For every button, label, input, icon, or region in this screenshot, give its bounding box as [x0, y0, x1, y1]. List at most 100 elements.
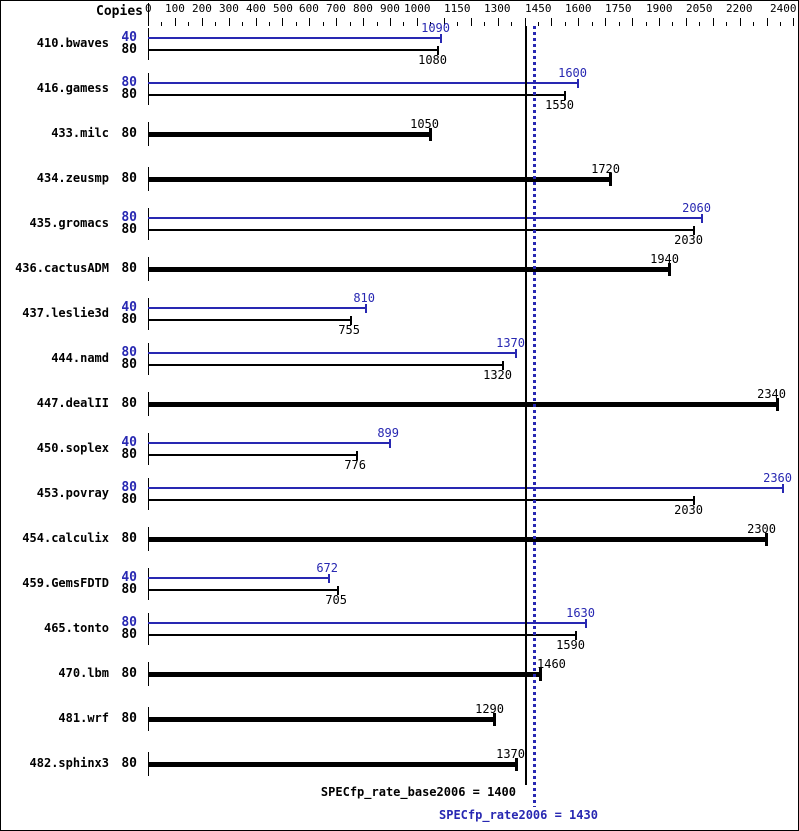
- axis-tick-label: 1000: [404, 2, 431, 15]
- bar-value-label: 1720: [591, 162, 620, 176]
- result-bar: [148, 82, 578, 84]
- benchmark-label: 453.povray: [36, 486, 109, 500]
- bar-end-cap: [429, 127, 432, 141]
- bar-end-cap: [609, 172, 612, 186]
- copies-value: 80: [121, 87, 137, 102]
- benchmark-label: 416.gamess: [36, 81, 109, 95]
- result-bar: [148, 319, 351, 321]
- axis-tick: [793, 18, 794, 26]
- axis-tick-label: 1750: [605, 2, 632, 15]
- bar-value-label: 1550: [545, 98, 574, 112]
- bar-end-cap: [765, 532, 768, 546]
- benchmark-label: 410.bwaves: [36, 36, 109, 50]
- bar-value-label: 1370: [496, 747, 525, 761]
- axis-tick: [767, 18, 768, 26]
- result-bar: [148, 401, 777, 407]
- benchmark-label: 454.calculix: [22, 531, 109, 545]
- bar-value-label: 1290: [475, 702, 504, 716]
- axis-tick-label: 200: [192, 2, 212, 15]
- bar-end-cap: [389, 438, 391, 448]
- benchmark-label: 447.dealII: [36, 396, 109, 410]
- axis-tick: [282, 18, 283, 26]
- bar-start-tick: [148, 613, 149, 645]
- copies-value: 40: [121, 435, 137, 450]
- bar-end-cap: [693, 225, 695, 235]
- bar-end-cap: [577, 78, 579, 88]
- benchmark-label: 437.leslie3d: [22, 306, 109, 320]
- copies-value: 80: [121, 666, 137, 681]
- axis-tick-label: 800: [353, 2, 373, 15]
- benchmark-label: 465.tonto: [43, 621, 109, 635]
- benchmark-label: 435.gromacs: [29, 216, 109, 230]
- axis-tick: [323, 22, 324, 26]
- axis-tick: [498, 18, 499, 26]
- bar-value-label: 1320: [483, 368, 512, 382]
- copies-value: 80: [121, 582, 137, 597]
- copies-value: 80: [121, 222, 137, 237]
- axis-tick: [269, 22, 270, 26]
- base-result-label: SPECfp_rate_base2006 = 1400: [320, 785, 516, 799]
- axis-tick: [726, 22, 727, 26]
- axis-tick: [484, 22, 485, 26]
- benchmark-label: 459.GemsFDTD: [22, 576, 109, 590]
- axis-tick: [188, 22, 189, 26]
- copies-value: 80: [121, 42, 137, 57]
- benchmark-label: 482.sphinx3: [29, 756, 109, 770]
- bar-end-cap: [693, 495, 695, 505]
- axis-tick: [377, 22, 378, 26]
- axis-tick: [390, 18, 391, 26]
- bar-end-cap: [440, 33, 442, 43]
- result-bar: [148, 454, 357, 456]
- axis-tick: [202, 18, 203, 26]
- bar-value-label: 1940: [650, 252, 679, 266]
- axis-tick-label: 1900: [646, 2, 673, 15]
- copies-value: 80: [121, 615, 137, 630]
- axis-tick: [229, 18, 230, 26]
- result-bar: [148, 577, 329, 579]
- bar-value-label: 2340: [757, 387, 786, 401]
- result-bar: [148, 352, 516, 354]
- bar-end-cap: [502, 360, 504, 370]
- axis-tick-label: 100: [165, 2, 185, 15]
- axis-tick: [713, 18, 714, 26]
- bar-end-cap: [575, 630, 577, 640]
- axis-tick-label: 2050: [686, 2, 713, 15]
- result-bar: [148, 716, 495, 722]
- bar-value-label: 672: [316, 561, 338, 575]
- axis-tick-label: 1450: [525, 2, 552, 15]
- bar-value-label: 1090: [421, 21, 450, 35]
- bar-end-cap: [493, 712, 496, 726]
- bar-value-label: 776: [344, 458, 366, 472]
- axis-tick: [336, 18, 337, 26]
- bar-end-cap: [539, 667, 542, 681]
- axis-tick: [551, 18, 552, 26]
- result-bar: [148, 266, 670, 272]
- result-bar: [148, 49, 438, 51]
- bar-end-cap: [356, 450, 358, 460]
- axis-tick: [672, 22, 673, 26]
- axis-tick: [161, 22, 162, 26]
- copies-value: 80: [121, 711, 137, 726]
- base-reference-line: [525, 26, 527, 785]
- copies-value: 80: [121, 210, 137, 225]
- bar-end-cap: [365, 303, 367, 313]
- result-bar: [148, 622, 586, 624]
- bar-value-label: 899: [377, 426, 399, 440]
- result-bar: [148, 761, 516, 767]
- copies-value: 80: [121, 357, 137, 372]
- bar-value-label: 1630: [566, 606, 595, 620]
- copies-value: 80: [121, 171, 137, 186]
- axis-tick-label: 400: [246, 2, 266, 15]
- benchmark-label: 436.cactusADM: [15, 261, 109, 275]
- axis-tick-label: 1300: [484, 2, 511, 15]
- copies-value: 80: [121, 756, 137, 771]
- axis-tick: [780, 22, 781, 26]
- bar-value-label: 1370: [496, 336, 525, 350]
- bar-value-label: 2030: [674, 503, 703, 517]
- result-bar: [148, 671, 541, 677]
- axis-tick: [215, 22, 216, 26]
- axis-tick: [444, 18, 445, 26]
- axis-tick: [430, 22, 431, 26]
- axis-tick: [538, 22, 539, 26]
